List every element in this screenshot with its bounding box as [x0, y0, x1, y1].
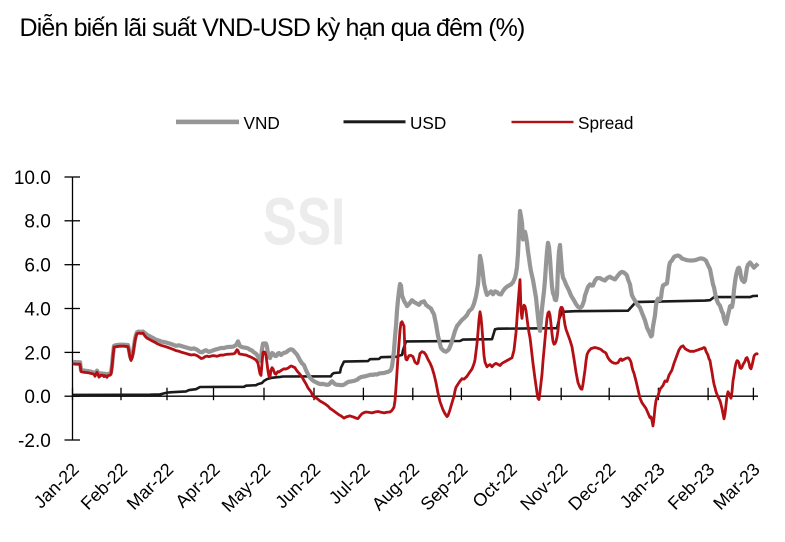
svg-text:8.0: 8.0: [24, 212, 50, 233]
svg-text:4.0: 4.0: [24, 299, 50, 320]
svg-text:2.0: 2.0: [24, 343, 50, 364]
svg-text:Spread: Spread: [578, 113, 633, 133]
svg-text:10.0: 10.0: [14, 168, 51, 189]
svg-text:USD: USD: [410, 113, 446, 133]
svg-text:-2.0: -2.0: [18, 431, 51, 452]
svg-text:0.0: 0.0: [24, 387, 50, 408]
svg-text:Diễn biến lãi suất VND-USD kỳ: Diễn biến lãi suất VND-USD kỳ hạn qua đê…: [20, 13, 525, 42]
svg-text:SSI: SSI: [263, 184, 346, 259]
svg-text:VND: VND: [244, 113, 280, 133]
svg-text:6.0: 6.0: [24, 256, 50, 277]
